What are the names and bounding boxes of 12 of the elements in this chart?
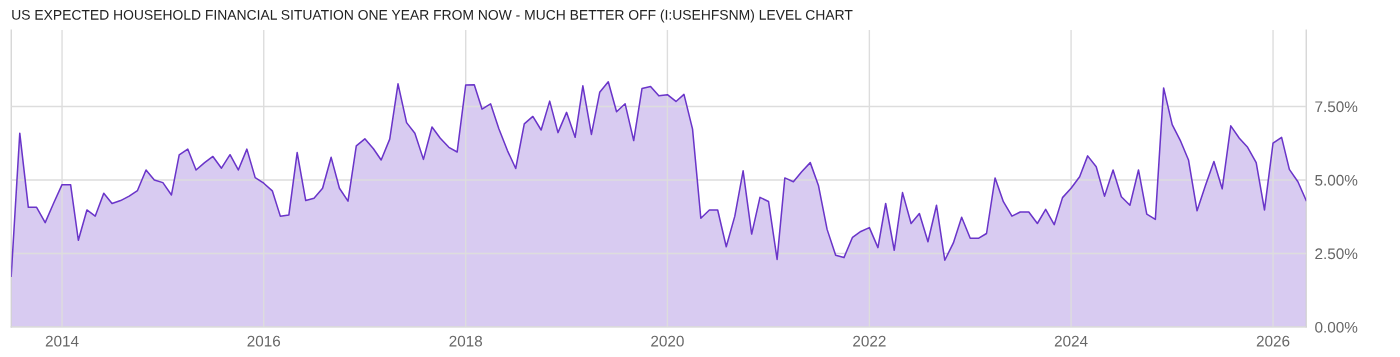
x-tick-label: 2026 — [1256, 335, 1290, 347]
y-tick-label: 2.50% — [1315, 248, 1358, 260]
x-tick-label: 2014 — [45, 335, 79, 347]
x-tick-label: 2020 — [651, 335, 684, 347]
x-tick-label: 2016 — [247, 335, 281, 347]
y-tick-label: 5.00% — [1315, 174, 1358, 186]
y-tick-label: 0.00% — [1315, 321, 1358, 333]
x-tick-label: 2024 — [1054, 335, 1088, 347]
x-tick-label: 2018 — [449, 335, 483, 347]
chart-title: US EXPECTED HOUSEHOLD FINANCIAL SITUATION ONE YEAR FROM NOW - MUCH BETTER OFF (I:USEHFSNM) LEVEL CHART — [12, 9, 853, 23]
x-tick-label: 2022 — [853, 335, 886, 347]
y-tick-label: 7.50% — [1315, 101, 1358, 113]
